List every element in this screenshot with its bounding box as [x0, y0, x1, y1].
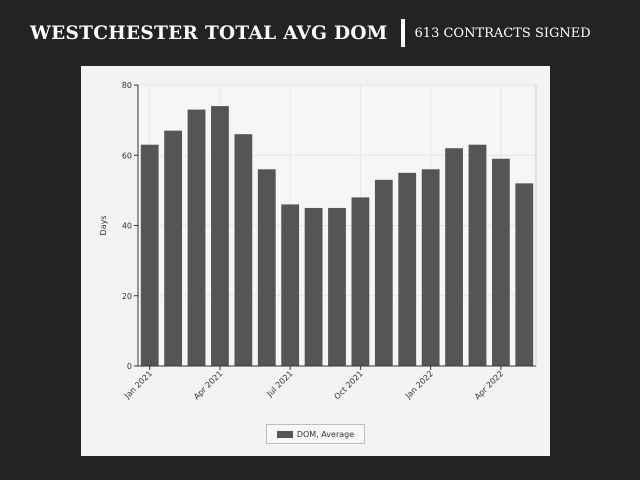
bar [351, 197, 370, 366]
x-tick-label: Jul 2021 [264, 369, 294, 399]
chart-bars [140, 106, 534, 367]
y-tick-label: 0 [127, 362, 132, 371]
y-axis-label: Days [99, 216, 108, 236]
chart-panel: 0 20 40 60 80 Jan 2021 Apr 2021 Jul 2021 Oct 20… [81, 66, 550, 456]
legend-swatch [276, 430, 293, 438]
bar [374, 179, 393, 366]
bar [421, 169, 440, 366]
x-tick-label: Apr 2022 [473, 369, 505, 401]
y-tick-label: 20 [122, 292, 132, 301]
legend-label: DOM, Average [296, 429, 355, 439]
title-divider [400, 19, 405, 47]
bar [445, 148, 463, 366]
y-tick-label: 60 [122, 151, 132, 160]
x-tick-label: Oct 2021 [332, 369, 364, 401]
bar [398, 172, 417, 366]
bar [515, 183, 534, 366]
bar [234, 134, 253, 366]
x-tick-label: Jan 2021 [122, 369, 154, 401]
bar [164, 130, 183, 366]
bar [257, 169, 276, 366]
contracts-signed-label: 613 CONTRACTS SIGNED [414, 25, 591, 41]
bar [140, 144, 159, 366]
bar [328, 207, 346, 366]
bar [281, 204, 300, 366]
chart-legend: DOM, Average [266, 424, 365, 444]
y-tick-labels: 0 20 40 60 80 [122, 81, 138, 371]
y-tick-label: 40 [122, 222, 132, 231]
header: WESTCHESTER TOTAL AVG DOM 613 CONTRACTS … [30, 16, 634, 50]
x-tick-label: Jan 2022 [403, 369, 435, 401]
bar [211, 106, 229, 366]
y-tick-label: 80 [122, 81, 132, 90]
x-tick-label: Apr 2021 [192, 369, 224, 401]
bar [468, 144, 487, 366]
bar-chart: 0 20 40 60 80 Jan 2021 Apr 2021 Jul 2021 Oct 20… [99, 81, 537, 401]
x-tick-labels: Jan 2021 Apr 2021 Jul 2021 Oct 2021 Jan 2022… [122, 366, 505, 401]
bar [187, 109, 206, 367]
page-title: WESTCHESTER TOTAL AVG DOM [30, 22, 388, 44]
bar [304, 207, 323, 366]
bar [491, 158, 510, 366]
